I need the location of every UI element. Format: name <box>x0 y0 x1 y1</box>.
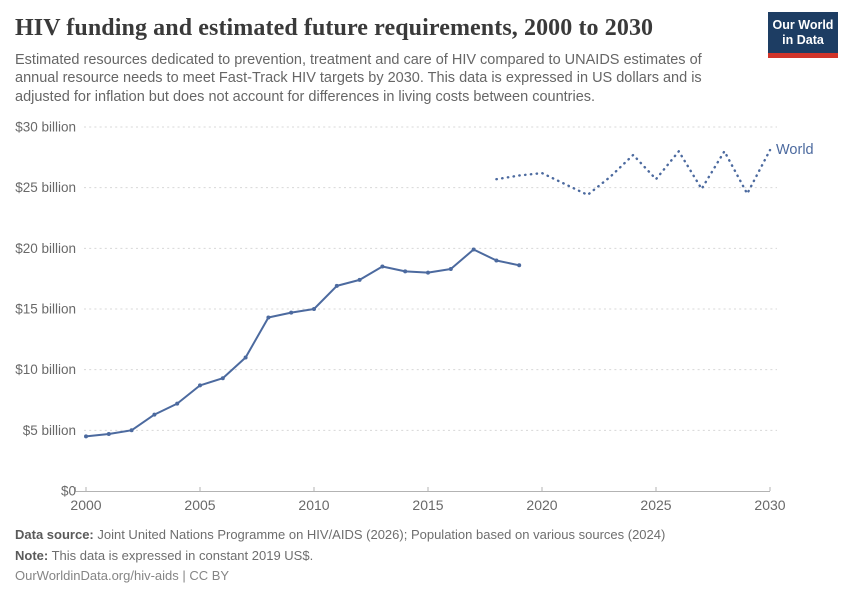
data-point <box>198 383 202 388</box>
world-funding-line <box>85 248 520 438</box>
data-point <box>152 412 157 417</box>
owid-logo-line1: Our World <box>772 18 834 32</box>
x-tick-label: 2005 <box>184 497 215 513</box>
chart-footer: Data source: Joint United Nations Progra… <box>15 525 665 587</box>
data-point <box>334 283 339 288</box>
license-line: OurWorldinData.org/hiv-aids | CC BY <box>15 568 230 583</box>
datasource-line: Data source: Joint United Nations Progra… <box>15 525 665 546</box>
data-point <box>426 270 430 275</box>
note-label: Note: <box>15 547 49 563</box>
y-tick-label: $30 billion <box>15 120 76 135</box>
y-tick-label: $20 billion <box>15 241 76 256</box>
x-tick-label: 2015 <box>412 497 443 513</box>
owid-logo[interactable]: Our World in Data <box>768 12 838 58</box>
datasource-text: Joint United Nations Programme on HIV/AI… <box>93 527 666 542</box>
data-point <box>106 432 111 436</box>
data-point <box>289 310 294 315</box>
data-point <box>84 434 88 439</box>
chart-svg: $0 $5 billion $10 billion $15 billion $20 bi… <box>15 120 814 514</box>
x-tick-label: 2010 <box>298 497 329 513</box>
data-point <box>312 307 316 311</box>
data-point <box>175 401 180 406</box>
data-point <box>220 376 225 381</box>
data-point <box>380 264 385 269</box>
chart-subtitle: Estimated resources dedicated to prevent… <box>15 52 702 105</box>
y-tick-label: $25 billion <box>15 180 76 195</box>
x-tick-label: 2025 <box>640 497 671 513</box>
chart-canvas: $0 $5 billion $10 billion $15 billion $20 bi… <box>0 112 850 522</box>
data-point <box>129 428 134 433</box>
note-text: This data is expressed in constant 2019 … <box>48 547 314 563</box>
owid-logo-line2: in Data <box>782 33 824 47</box>
y-tick-label: $5 billion <box>23 423 76 438</box>
chart-header: HIV funding and estimated future require… <box>15 15 760 106</box>
y-tick-label: $15 billion <box>15 302 76 317</box>
x-tick-label: 2000 <box>70 497 101 513</box>
data-point <box>357 277 362 282</box>
data-point <box>471 247 476 252</box>
data-point <box>448 267 453 271</box>
page-title: HIV funding and estimated future require… <box>15 15 654 41</box>
data-point <box>403 269 408 274</box>
data-point <box>266 315 271 320</box>
x-tick-label: 2020 <box>526 497 557 513</box>
data-point <box>243 355 248 360</box>
data-point <box>517 263 522 268</box>
x-tick-label: 2030 <box>754 497 785 513</box>
note-line: Note: This data is expressed in constant… <box>15 546 665 567</box>
future-requirements-line <box>495 148 772 197</box>
series-end-label: World <box>776 142 814 158</box>
datasource-label: Data source: <box>15 527 94 542</box>
y-tick-label: $10 billion <box>15 362 76 377</box>
y-tick-label: $0 <box>61 484 76 499</box>
data-point <box>494 258 499 263</box>
